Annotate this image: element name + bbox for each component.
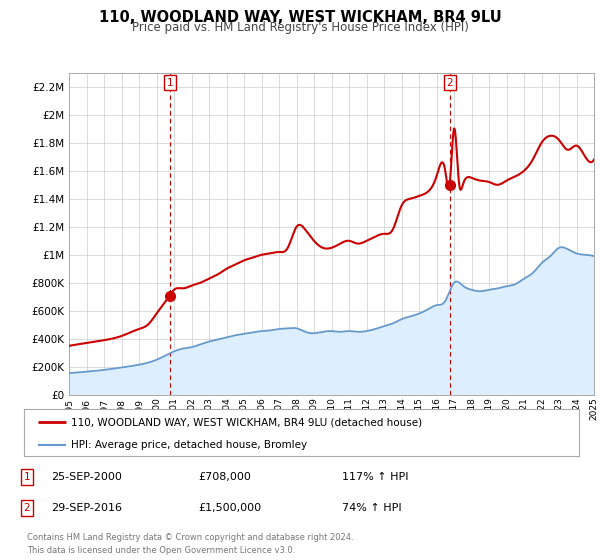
Text: 29-SEP-2016: 29-SEP-2016 [51,503,122,513]
Text: 1: 1 [23,472,31,482]
Text: 2: 2 [446,78,453,87]
Text: 74% ↑ HPI: 74% ↑ HPI [342,503,401,513]
Text: 25-SEP-2000: 25-SEP-2000 [51,472,122,482]
Text: Price paid vs. HM Land Registry's House Price Index (HPI): Price paid vs. HM Land Registry's House … [131,21,469,34]
Text: HPI: Average price, detached house, Bromley: HPI: Average price, detached house, Brom… [71,440,307,450]
Text: 2: 2 [23,503,31,513]
Text: 1: 1 [166,78,173,87]
Text: £708,000: £708,000 [198,472,251,482]
Text: 110, WOODLAND WAY, WEST WICKHAM, BR4 9LU: 110, WOODLAND WAY, WEST WICKHAM, BR4 9LU [98,10,502,25]
Text: 110, WOODLAND WAY, WEST WICKHAM, BR4 9LU (detached house): 110, WOODLAND WAY, WEST WICKHAM, BR4 9LU… [71,417,422,427]
Text: 117% ↑ HPI: 117% ↑ HPI [342,472,409,482]
Text: £1,500,000: £1,500,000 [198,503,261,513]
Text: Contains HM Land Registry data © Crown copyright and database right 2024.
This d: Contains HM Land Registry data © Crown c… [27,533,353,554]
